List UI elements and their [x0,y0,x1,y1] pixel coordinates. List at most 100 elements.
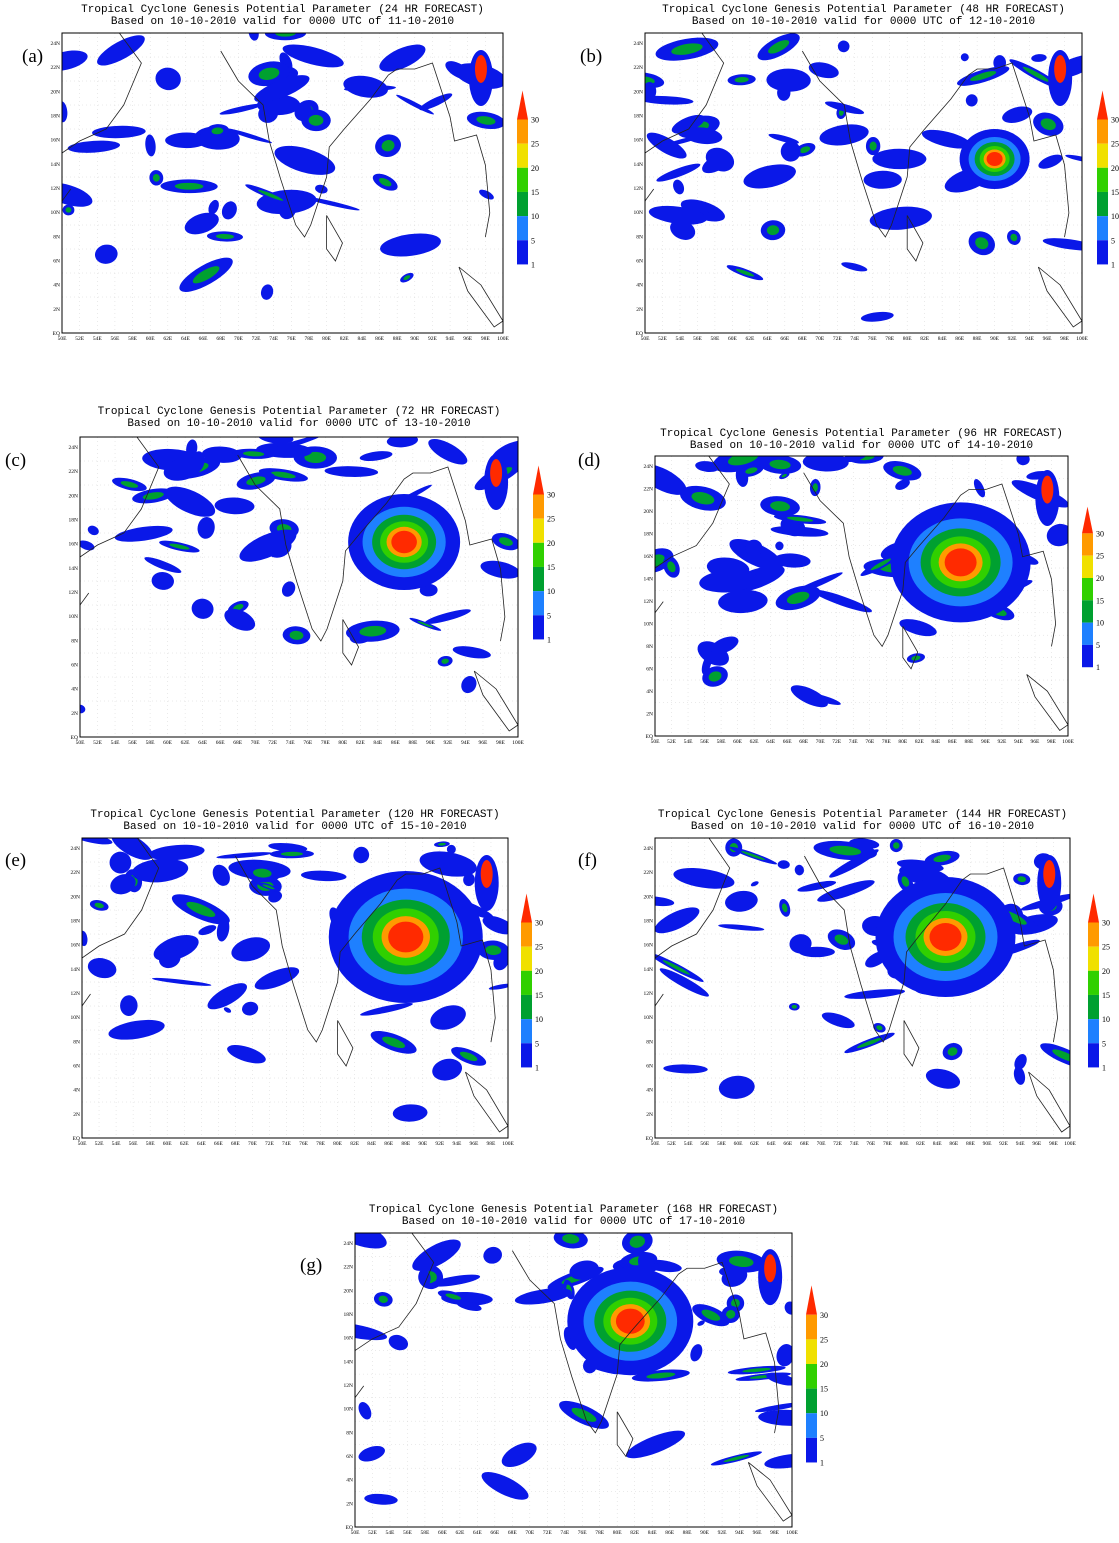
contour-blob [1046,523,1068,547]
lat-label: 4N [646,1088,653,1094]
contour-blob [648,205,707,225]
colorbar-bin [517,143,528,168]
colorbar-bin [1088,970,1099,995]
lon-label: 72E [832,739,842,745]
lon-label: 100E [497,336,509,342]
contour-blob [108,1019,165,1040]
contour-blob [671,114,705,134]
contour-blob [562,1234,580,1244]
contour-blob [304,451,327,464]
lon-label: 88E [401,1141,411,1147]
contour-blob [227,1045,266,1064]
contour-blob [1043,860,1056,888]
lat-label: 2N [646,1112,653,1118]
lon-label: 74E [560,1530,570,1536]
panel: Tropical Cyclone Genesis Potential Param… [578,809,1110,1147]
contour-blob [211,127,224,135]
lon-label: 58E [420,1530,430,1536]
lon-label: 50E [651,739,661,745]
lon-label: 92E [435,1141,445,1147]
lon-label: 82E [356,740,366,746]
contour-blob [381,140,395,152]
lat-label: 22N [344,1265,354,1271]
colorbar-label: 10 [1102,1015,1110,1024]
lat-label: 12N [644,991,654,997]
contour-blob [741,851,766,861]
contour-blob [114,525,173,542]
lon-label: 60E [733,739,743,745]
colorbar-bin [517,119,528,144]
contour-blob [360,1002,413,1016]
lat-label: 24N [634,41,644,47]
contour-blob [710,636,739,654]
lon-label: 68E [800,1141,810,1147]
lat-label: 4N [53,283,60,289]
contour-blob [165,486,216,517]
colorbar-bin [806,1437,817,1463]
contour-blob [646,1372,676,1379]
contour-blob [1052,1049,1070,1062]
lon-label: 78E [883,1141,893,1147]
contour-blob [655,463,687,495]
map-frame [354,1232,793,1528]
contour-blob [769,459,791,470]
colorbar-bin [1088,922,1099,947]
lat-label: 6N [53,259,60,265]
lat-label: 8N [636,234,643,240]
colorbar-bin [533,615,544,640]
lon-label: 82E [916,1141,926,1147]
colorbar-bin [1082,578,1093,601]
lat-label: 16N [69,542,79,548]
lat-label: 12N [51,186,61,192]
lon-label: 96E [753,1530,763,1536]
colorbar-label: 30 [1111,115,1119,124]
lon-label: 70E [234,336,244,342]
contour-blob [224,608,256,631]
contour-blob [152,173,160,182]
contour-blob [708,671,722,682]
lon-label: 62E [180,1141,190,1147]
contour-blob [430,1005,466,1030]
contour-blob [281,581,296,597]
contour-blob [359,451,393,461]
contour-blob [893,842,900,849]
contour-blob [109,851,132,874]
colorbar-label: 25 [1096,552,1104,561]
map-frame [79,436,519,738]
contour-blob [925,1068,961,1089]
lon-label: 76E [868,336,878,342]
lon-label: 100E [502,1141,514,1147]
contour-blob [662,960,691,975]
lon-label: 60E [163,740,173,746]
panel-subtitle: Based on 10-10-2010 valid for 0000 UTC o… [692,16,1035,28]
lon-label: 66E [216,740,226,746]
contour-blob [819,124,869,146]
lon-label: 60E [728,336,738,342]
colorbar-label: 15 [1111,188,1119,197]
lon-label: 90E [981,739,991,745]
lat-label: 18N [344,1312,354,1318]
panel: Tropical Cyclone Genesis Potential Param… [5,406,555,746]
colorbar-bin [806,1388,817,1414]
lon-label: 86E [665,1530,675,1536]
contour-blob [655,554,665,567]
lon-label: 82E [350,1141,360,1147]
lon-label: 62E [455,1530,465,1536]
lon-label: 84E [648,1530,658,1536]
lon-label: 56E [129,1141,139,1147]
panel-label: (e) [5,850,26,871]
contour-blob [186,439,198,458]
lon-label: 90E [983,1141,993,1147]
lat-label: 10N [644,1015,654,1021]
panel-title: Tropical Cyclone Genesis Potential Param… [369,1204,778,1216]
lon-label: 70E [525,1530,535,1536]
lon-label: 72E [543,1530,553,1536]
contour-blob [80,540,95,551]
colorbar-bin [1097,119,1108,144]
lat-label: 10N [644,622,654,628]
colorbar-label: 30 [1102,918,1110,927]
contour-blob [727,456,759,466]
contour-blob [571,1407,597,1422]
contour-blob [214,497,255,515]
